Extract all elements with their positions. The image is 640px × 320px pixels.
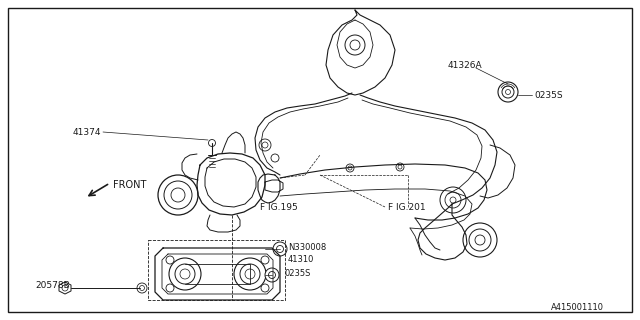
Circle shape <box>502 86 514 98</box>
Circle shape <box>450 197 456 203</box>
Circle shape <box>475 235 485 245</box>
Circle shape <box>271 154 279 162</box>
Text: 0235S: 0235S <box>284 268 310 277</box>
Circle shape <box>171 188 185 202</box>
Text: 20578B: 20578B <box>35 281 70 290</box>
Circle shape <box>445 192 461 208</box>
Circle shape <box>273 242 287 256</box>
Circle shape <box>261 284 269 292</box>
Circle shape <box>245 269 255 279</box>
Text: A415001110: A415001110 <box>551 303 604 313</box>
Circle shape <box>463 223 497 257</box>
Circle shape <box>166 284 174 292</box>
Circle shape <box>346 164 354 172</box>
Circle shape <box>498 82 518 102</box>
Text: F IG.195: F IG.195 <box>260 203 298 212</box>
Circle shape <box>398 165 402 169</box>
Circle shape <box>265 268 279 282</box>
Circle shape <box>276 245 284 252</box>
Circle shape <box>348 166 352 170</box>
Text: F IG.201: F IG.201 <box>388 203 426 212</box>
Circle shape <box>169 258 201 290</box>
Circle shape <box>140 285 145 291</box>
Circle shape <box>259 139 271 151</box>
Circle shape <box>180 269 190 279</box>
Circle shape <box>262 142 268 148</box>
Circle shape <box>137 283 147 293</box>
Circle shape <box>175 264 195 284</box>
Circle shape <box>269 271 275 278</box>
Circle shape <box>396 163 404 171</box>
Circle shape <box>506 90 511 94</box>
Text: FRONT: FRONT <box>113 180 147 190</box>
Text: 41374: 41374 <box>73 127 102 137</box>
Circle shape <box>240 264 260 284</box>
Circle shape <box>350 40 360 50</box>
Circle shape <box>345 35 365 55</box>
Circle shape <box>261 256 269 264</box>
Circle shape <box>209 140 216 147</box>
Circle shape <box>62 285 68 291</box>
Text: 41310: 41310 <box>288 255 314 265</box>
Text: 0235S: 0235S <box>534 91 563 100</box>
Circle shape <box>164 181 192 209</box>
Text: N330008: N330008 <box>288 244 326 252</box>
Circle shape <box>469 229 491 251</box>
Circle shape <box>440 187 466 213</box>
Text: 41326A: 41326A <box>448 60 483 69</box>
Circle shape <box>158 175 198 215</box>
Circle shape <box>234 258 266 290</box>
Circle shape <box>166 256 174 264</box>
